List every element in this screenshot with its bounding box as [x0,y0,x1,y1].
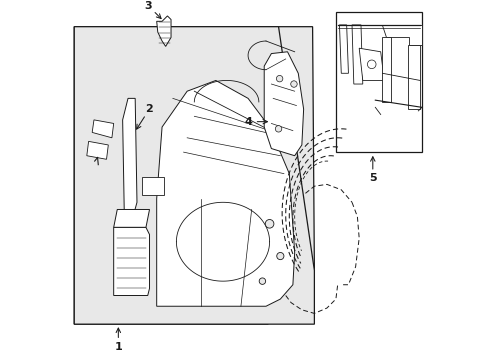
Circle shape [275,126,281,132]
Text: 4: 4 [244,117,251,127]
Polygon shape [113,210,149,228]
Polygon shape [122,98,137,222]
Polygon shape [407,45,419,109]
Polygon shape [74,27,314,324]
Polygon shape [142,177,163,195]
Text: 1: 1 [114,342,122,352]
Polygon shape [339,25,348,73]
Circle shape [259,278,265,284]
Polygon shape [74,27,314,324]
Polygon shape [359,48,384,80]
Text: 5: 5 [368,173,376,183]
Circle shape [366,60,375,69]
Polygon shape [351,25,362,84]
Polygon shape [113,228,149,296]
Polygon shape [382,25,421,45]
Polygon shape [156,16,171,46]
Polygon shape [92,120,113,138]
Circle shape [290,81,297,87]
Polygon shape [382,37,391,102]
Circle shape [265,220,273,228]
Circle shape [276,76,282,82]
Polygon shape [87,141,108,159]
Text: 2: 2 [145,104,153,114]
Text: 3: 3 [144,1,152,11]
Circle shape [276,252,284,260]
Polygon shape [156,80,294,306]
Polygon shape [264,52,303,156]
Bar [335,12,421,152]
